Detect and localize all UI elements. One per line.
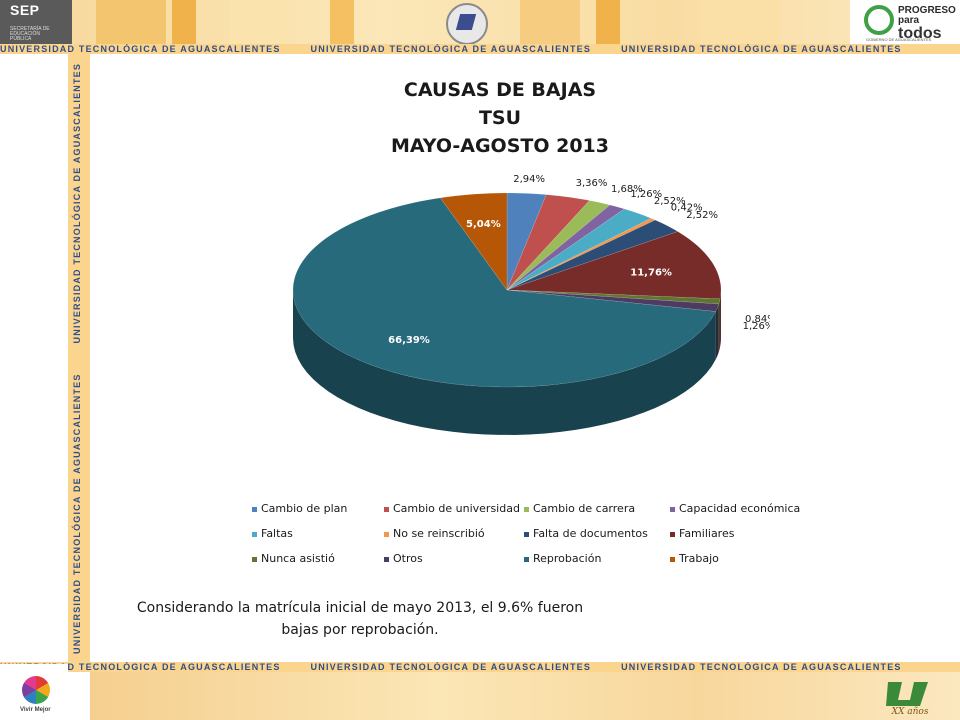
pie-side-walls bbox=[293, 290, 721, 435]
pie-slice-trabajo bbox=[439, 192, 508, 291]
legend-swatch bbox=[384, 506, 389, 512]
legend-swatch bbox=[670, 531, 675, 537]
legend-swatch bbox=[670, 556, 675, 562]
footer-banner bbox=[90, 672, 960, 720]
vivir-mejor-text: Vivir Mejor bbox=[20, 707, 51, 713]
pie-side-reprobación bbox=[293, 290, 716, 435]
progreso-logo-text: PROGRESO para todos bbox=[898, 6, 956, 42]
progreso-logo-line1: PROGRESO bbox=[898, 5, 956, 16]
legend-label: Nunca asistió bbox=[261, 552, 335, 565]
ut-anniversary-logo: XX años bbox=[886, 682, 929, 716]
sep-logo: SEP SECRETARÍA DE EDUCACIÓN PÚBLICA bbox=[0, 0, 72, 44]
legend-item: No se reinscribió bbox=[384, 527, 485, 540]
legend-swatch bbox=[524, 556, 529, 562]
slide-caption: Considerando la matrícula inicial de may… bbox=[136, 600, 584, 638]
top-text-stripe: UNIVERSIDAD TECNOLÓGICA DE AGUASCALIENTE… bbox=[0, 44, 960, 54]
pie-slice-cambio-de-carrera bbox=[506, 200, 611, 291]
pie-slice-reprobación bbox=[292, 197, 717, 388]
legend-item: Trabajo bbox=[670, 552, 719, 565]
stripe-text: UNIVERSIDAD TECNOLÓGICA DE AGUASCALIENTE… bbox=[0, 662, 281, 672]
legend-label: Cambio de plan bbox=[261, 502, 348, 515]
legend-item: Faltas bbox=[252, 527, 293, 540]
data-label-falta-de-documentos: 2,52% bbox=[686, 210, 718, 221]
sep-logo-subtitle: SECRETARÍA DE EDUCACIÓN PÚBLICA bbox=[10, 26, 50, 42]
data-label-nunca-asistió: 0,84% bbox=[745, 314, 770, 325]
chart-title: CAUSAS DE BAJAS TSU MAYO-AGOSTO 2013 bbox=[300, 76, 700, 160]
data-label-faltas: 2,52% bbox=[654, 196, 686, 207]
side-text-segment: UNIVERSIDAD TECNOLÓGICA DE AGUASCALIENTE… bbox=[72, 373, 82, 654]
legend-item: Cambio de universidad bbox=[384, 502, 520, 515]
stripe-text: UNIVERSIDAD TECNOLÓGICA DE AGUASCALIENTE… bbox=[310, 44, 592, 54]
stripe-text: UNIVERSIDAD TECNOLÓGICA DE AGUASCALIENTE… bbox=[621, 662, 902, 672]
legend-label: Otros bbox=[393, 552, 423, 565]
side-text-segment: UNIVERSIDAD TECNOLÓGICA DE AGUASCALIENTE… bbox=[72, 62, 82, 344]
legend-label: Familiares bbox=[679, 527, 735, 540]
bottom-text-stripe: UNIVERSIDAD TECNOLÓGICA DE AGUASCALIENTE… bbox=[0, 662, 960, 672]
legend-label: Reprobación bbox=[533, 552, 602, 565]
legend-label: Falta de documentos bbox=[533, 527, 648, 540]
legend-label: Cambio de universidad bbox=[393, 502, 520, 515]
progreso-logo-line3: todos bbox=[898, 25, 942, 42]
legend-swatch bbox=[524, 531, 529, 537]
data-label-reprobación: 66,39% bbox=[388, 335, 430, 346]
pie-slice-cambio-de-universidad bbox=[506, 194, 591, 291]
side-text-banner: UNIVERSIDAD TECNOLÓGICA DE AGUASCALIENTE… bbox=[68, 54, 90, 664]
data-label-trabajo: 5,04% bbox=[466, 219, 501, 230]
side-text: UNIVERSIDAD TECNOLÓGICA DE AGUASCALIENTE… bbox=[72, 54, 82, 654]
pie-slice-cambio-de-plan bbox=[506, 192, 547, 291]
legend-item: Familiares bbox=[670, 527, 734, 540]
legend-item: Falta de documentos bbox=[524, 527, 648, 540]
progreso-logo-line2: para bbox=[898, 15, 920, 26]
data-label-otros: 1,26% bbox=[743, 321, 770, 332]
legend-item: Reprobación bbox=[524, 552, 601, 565]
legend-item: Otros bbox=[384, 552, 423, 565]
legend-label: Cambio de carrera bbox=[533, 502, 636, 515]
pie-side-familiares bbox=[720, 290, 721, 347]
legend-swatch bbox=[252, 531, 257, 537]
chart-title-line: TSU bbox=[478, 107, 522, 129]
pie-slice-faltas bbox=[506, 208, 652, 291]
pie-side-otros bbox=[715, 303, 719, 360]
ut-logo-text: XX años bbox=[891, 707, 929, 716]
legend-label: No se reinscribió bbox=[393, 527, 485, 540]
pie-chart: 2,94% 3,36%1,68%1,26%2,52%0,42%2,52%11,76… bbox=[292, 174, 770, 435]
pie-slice-falta-de-documentos bbox=[506, 219, 679, 291]
legend-item: Capacidad económica bbox=[670, 502, 800, 515]
legend-label: Trabajo bbox=[679, 552, 719, 565]
pie-slice-familiares bbox=[506, 231, 722, 300]
legend-swatch bbox=[384, 531, 389, 537]
stripe-text: UNIVERSIDAD TECNOLÓGICA DE AGUASCALIENTE… bbox=[0, 44, 281, 54]
chart-title-line: MAYO-AGOSTO 2013 bbox=[390, 135, 609, 157]
progreso-logo-icon bbox=[864, 5, 894, 35]
progreso-logo-subtitle: GOBIERNO DE AGUASCALIENTES bbox=[866, 37, 932, 42]
legend-item: Cambio de carrera bbox=[524, 502, 635, 515]
legend-swatch bbox=[252, 506, 257, 512]
legend-item: Nunca asistió bbox=[252, 552, 335, 565]
stripe-text: UNIVERSIDAD TECNOLÓGICA DE AGUASCALIENTE… bbox=[621, 44, 902, 54]
data-label-capacidad-económica: 1,26% bbox=[630, 189, 662, 200]
stripe-text: UNIVERSIDAD TECNOLÓGICA DE AGUASCALIENTE… bbox=[310, 662, 592, 672]
legend-item: Cambio de plan bbox=[252, 502, 347, 515]
legend-swatch bbox=[384, 556, 389, 562]
data-label-cambio-de-universidad: 3,36% bbox=[576, 178, 608, 189]
chart-title-line: CAUSAS DE BAJAS bbox=[403, 79, 597, 101]
data-label-cambio-de-carrera: 1,68% bbox=[611, 184, 643, 195]
legend-label: Capacidad económica bbox=[679, 502, 801, 515]
vivir-mejor-logo bbox=[22, 676, 50, 704]
legend-swatch bbox=[670, 506, 675, 512]
sep-logo-text: SEP bbox=[10, 2, 40, 18]
data-label-familiares: 11,76% bbox=[630, 267, 672, 278]
legend-label: Faltas bbox=[261, 527, 293, 540]
legend-swatch bbox=[524, 506, 529, 512]
pie-side-nunca-asistió bbox=[718, 298, 721, 352]
legend-swatch bbox=[252, 556, 257, 562]
data-label-cambio-de-plan: 2,94% bbox=[513, 174, 545, 185]
data-label-no-se-reinscribió: 0,42% bbox=[671, 203, 703, 214]
